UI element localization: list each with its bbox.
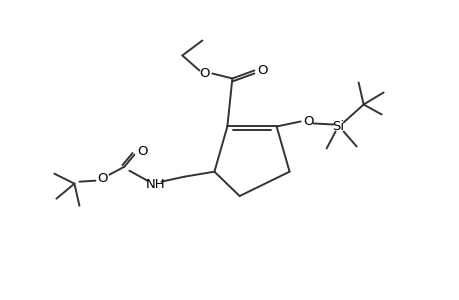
Text: O: O — [303, 115, 313, 128]
Text: O: O — [97, 172, 107, 185]
Text: O: O — [257, 64, 267, 77]
Text: Si: Si — [332, 120, 344, 133]
Text: O: O — [137, 145, 147, 158]
Text: O: O — [199, 67, 209, 80]
Text: NH: NH — [146, 178, 165, 191]
